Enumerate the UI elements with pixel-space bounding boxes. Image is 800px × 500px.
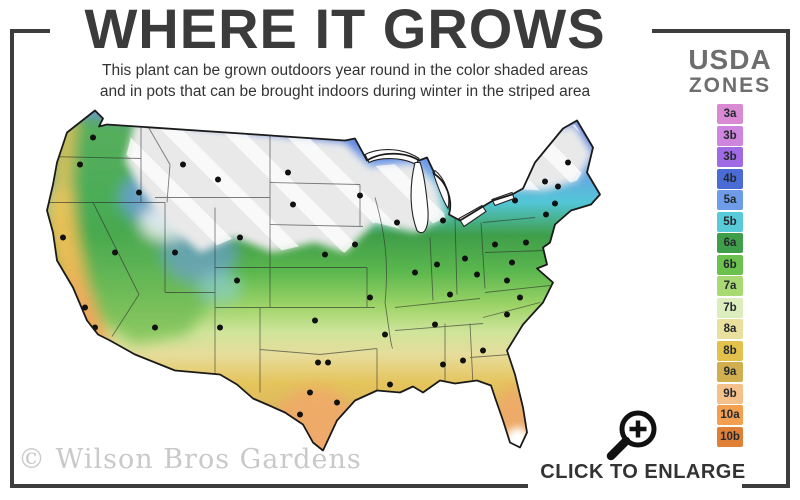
city-dot: [523, 239, 529, 246]
city-dot: [60, 234, 66, 241]
watermark: © Wilson Bros Gardens: [18, 444, 362, 475]
city-dot: [322, 251, 328, 258]
subtitle-line-2: and in pots that can be brought indoors …: [99, 83, 591, 100]
city-dot: [447, 291, 453, 298]
zone-swatch: 9b: [717, 383, 743, 404]
zone-swatch: 3a: [717, 104, 743, 124]
city-dot: [285, 169, 291, 176]
city-dot: [432, 321, 438, 328]
legend-title-zones: ZONES: [688, 74, 772, 97]
city-dots: [60, 134, 571, 418]
frame-border-bottom-left-segment: [10, 484, 528, 488]
city-dot: [440, 217, 446, 224]
zone-swatch: 5a: [717, 190, 743, 210]
usda-zone-map[interactable]: [15, 100, 665, 475]
great-lakes: [364, 149, 515, 234]
city-dot: [542, 178, 548, 185]
city-dot: [237, 234, 243, 241]
city-dot: [367, 294, 373, 301]
city-dot: [504, 311, 510, 318]
city-dot: [215, 176, 221, 183]
city-dot: [382, 331, 388, 338]
frame-border-top-right-segment: [652, 29, 790, 33]
subtitle-line-1: This plant can be grown outdoors year ro…: [102, 62, 588, 79]
city-dot: [180, 161, 186, 168]
zone-swatch: 7b: [717, 297, 743, 318]
zone-swatch: 3b: [717, 147, 743, 167]
frame-border-right: [786, 29, 790, 488]
state-borders: [47, 124, 551, 393]
city-dot: [290, 201, 296, 208]
city-dot: [112, 249, 118, 256]
zone-swatch: 5b: [717, 211, 743, 232]
city-dot: [552, 200, 558, 207]
zone-swatch: 7a: [717, 276, 743, 296]
city-dot: [474, 271, 480, 278]
city-dot: [440, 361, 446, 368]
zone-swatch: 8a: [717, 319, 743, 339]
frame-border-bottom-right-segment: [742, 484, 790, 488]
city-dot: [543, 211, 549, 218]
city-dot: [357, 192, 363, 199]
city-dot: [462, 255, 468, 262]
zone-swatch: 8b: [717, 340, 743, 361]
city-dot: [492, 241, 498, 248]
legend-title-usda: USDA: [688, 44, 772, 75]
us-outline: [46, 109, 601, 452]
city-dot: [387, 381, 393, 388]
city-dot: [565, 159, 571, 166]
city-dot: [412, 269, 418, 276]
subtitle: This plant can be grown outdoors year ro…: [20, 60, 670, 102]
page-title: WHERE IT GROWS: [84, 0, 606, 60]
zone-swatch: 3b: [717, 125, 743, 146]
city-dot: [90, 134, 96, 141]
zone-swatch: 6b: [717, 254, 743, 275]
frame-border-left: [10, 29, 14, 488]
city-dot: [217, 324, 223, 331]
magnifier-zoom-icon[interactable]: [600, 406, 662, 466]
zone-legend-list: 3a 3b 3b 4b 5a 5b 6a 6b 7a 7b 8a 8b 9a 9b 10a 10b: [717, 104, 743, 448]
city-dot: [517, 294, 523, 301]
city-dot: [234, 277, 240, 284]
zone-swatch: 10b: [717, 426, 743, 447]
city-dot: [307, 389, 313, 396]
city-dot: [480, 347, 486, 354]
city-dot: [460, 357, 466, 364]
zone-swatch: 9a: [717, 362, 743, 382]
city-dot: [297, 411, 303, 418]
city-dot: [152, 324, 158, 331]
city-dot: [504, 277, 510, 284]
city-dot: [312, 317, 318, 324]
city-dot: [172, 249, 178, 256]
city-dot: [434, 261, 440, 268]
city-dot: [509, 259, 515, 266]
city-dot: [555, 183, 561, 190]
city-dot: [352, 241, 358, 248]
city-dot: [82, 304, 88, 311]
zone-swatch: 10a: [717, 405, 743, 425]
zone-swatch: 4b: [717, 168, 743, 189]
click-to-enlarge-label[interactable]: CLICK TO ENLARGE: [540, 461, 746, 483]
city-dot: [315, 359, 321, 366]
city-dot: [136, 189, 142, 196]
zone-swatch: 6a: [717, 233, 743, 253]
frame-border-top-left-segment: [10, 29, 50, 33]
city-dot: [77, 161, 83, 168]
city-dot: [325, 359, 331, 366]
map-fill-layers: [47, 110, 600, 451]
city-dot: [334, 399, 340, 406]
city-dot: [394, 219, 400, 226]
